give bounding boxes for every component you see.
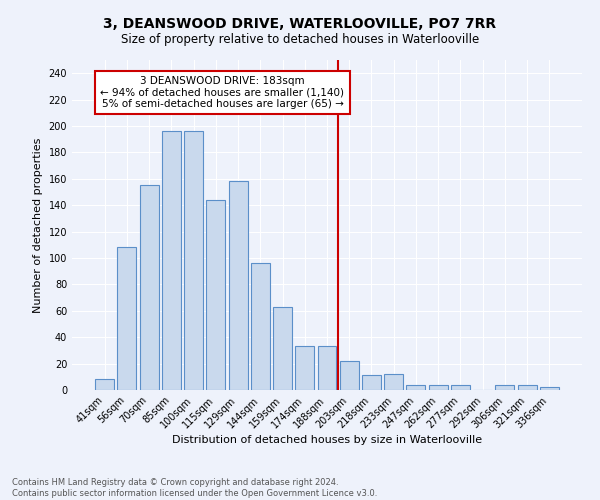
Bar — [295, 346, 314, 390]
Bar — [162, 132, 181, 390]
Bar — [229, 182, 248, 390]
Bar — [384, 374, 403, 390]
Bar — [118, 248, 136, 390]
Bar — [429, 384, 448, 390]
Text: 3, DEANSWOOD DRIVE, WATERLOOVILLE, PO7 7RR: 3, DEANSWOOD DRIVE, WATERLOOVILLE, PO7 7… — [103, 18, 497, 32]
Bar — [95, 380, 114, 390]
Text: Size of property relative to detached houses in Waterlooville: Size of property relative to detached ho… — [121, 32, 479, 46]
Bar — [362, 376, 381, 390]
Bar — [496, 384, 514, 390]
Bar — [540, 388, 559, 390]
Bar — [140, 186, 158, 390]
Bar — [340, 361, 359, 390]
Y-axis label: Number of detached properties: Number of detached properties — [33, 138, 43, 312]
Text: Contains HM Land Registry data © Crown copyright and database right 2024.
Contai: Contains HM Land Registry data © Crown c… — [12, 478, 377, 498]
Bar — [273, 307, 292, 390]
Bar — [518, 384, 536, 390]
Bar — [451, 384, 470, 390]
Bar — [206, 200, 225, 390]
Bar — [317, 346, 337, 390]
Bar — [406, 384, 425, 390]
X-axis label: Distribution of detached houses by size in Waterlooville: Distribution of detached houses by size … — [172, 436, 482, 446]
Bar — [184, 132, 203, 390]
Text: 3 DEANSWOOD DRIVE: 183sqm
← 94% of detached houses are smaller (1,140)
5% of sem: 3 DEANSWOOD DRIVE: 183sqm ← 94% of detac… — [100, 76, 344, 109]
Bar — [251, 264, 270, 390]
